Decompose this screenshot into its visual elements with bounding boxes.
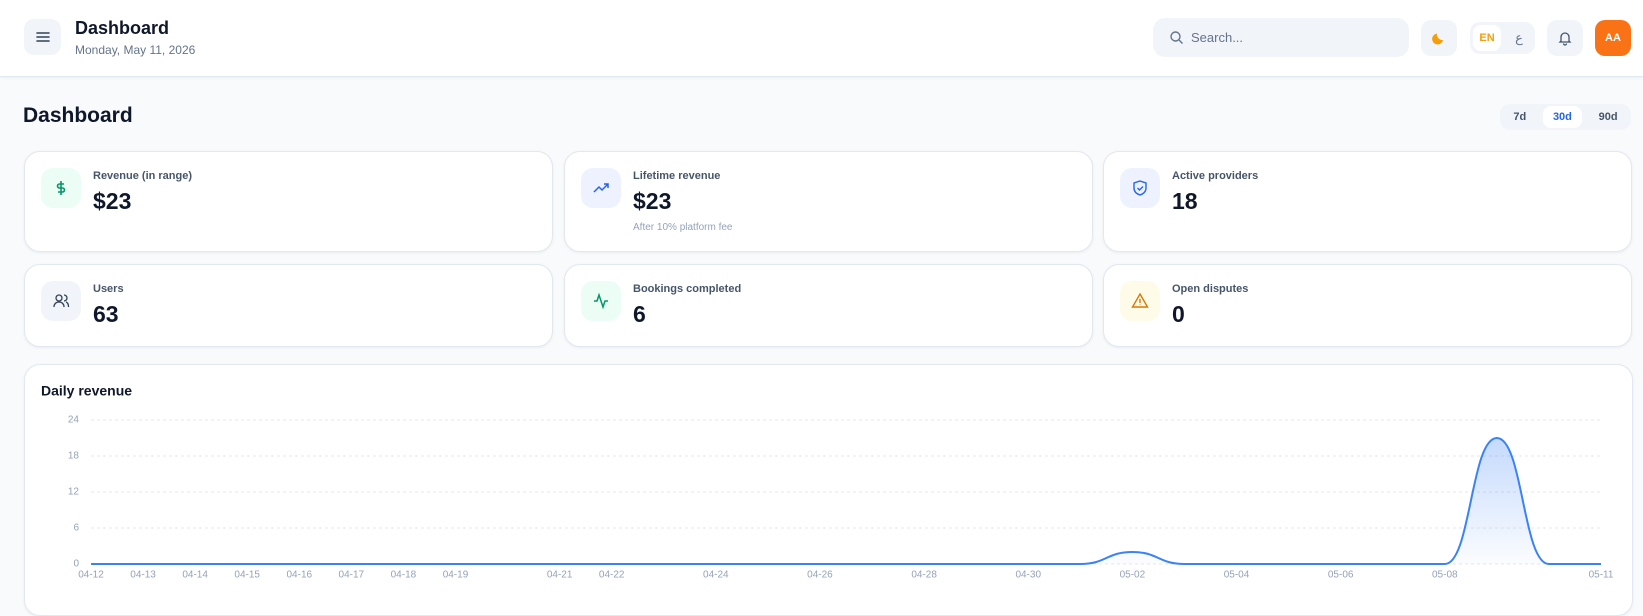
menu-icon [35,32,50,42]
stat-card: Users 63 [24,264,553,347]
menu-button[interactable] [24,19,61,55]
y-tick-label: 12 [68,487,80,498]
x-tick-label: 05-04 [1224,570,1250,581]
y-tick-label: 6 [73,523,79,534]
stat-card: Open disputes 0 [1103,264,1632,347]
x-tick-label: 04-24 [703,570,729,581]
stat-value: 63 [93,301,119,327]
y-tick-label: 0 [73,559,79,570]
search-icon [1170,31,1183,44]
x-tick-label: 05-06 [1328,570,1354,581]
stat-note: After 10% platform fee [633,222,733,233]
x-tick-label: 04-30 [1015,570,1041,581]
stat-icon [41,281,81,321]
bell-icon [1558,32,1572,46]
stat-icon [1120,281,1160,321]
language-toggle[interactable]: EN ع [1470,22,1535,54]
stat-label: Active providers [1172,170,1259,182]
x-tick-label: 04-12 [78,570,104,581]
moon-icon [1432,33,1443,45]
stat-icon [581,168,621,208]
search-box[interactable]: Search... [1153,18,1409,57]
stat-value: 6 [633,301,646,327]
x-tick-label: 04-17 [339,570,365,581]
range-selector: 7d 30d 90d [1500,104,1631,130]
chart-title: Daily revenue [41,383,132,399]
icon [1133,180,1147,196]
stat-label: Open disputes [1172,283,1249,295]
stat-card: Revenue (in range) $23 [24,151,553,252]
y-tick-label: 24 [68,415,80,426]
stat-label: Bookings completed [633,283,742,295]
stat-value: $23 [633,188,672,214]
stat-label: Users [93,283,124,295]
x-tick-label: 04-28 [911,570,937,581]
x-tick-label: 04-15 [234,570,260,581]
header-date: Monday, May 11, 2026 [75,43,196,57]
x-tick-label: 04-13 [130,570,156,581]
stat-icon [581,281,621,321]
stat-card: Active providers 18 [1103,151,1632,252]
x-tick-label: 05-08 [1432,570,1458,581]
range-option[interactable]: 90d [1598,111,1618,123]
stat-icon [1120,168,1160,208]
stat-value: 0 [1172,301,1185,327]
icon [1131,292,1149,308]
chart: Daily revenue 0 6 12 18 24 04-12 04-13 04-14 04-… [41,383,1614,581]
stat-label: Lifetime revenue [633,170,721,182]
x-tick-label: 04-16 [286,570,312,581]
range-option[interactable]: 30d [1542,106,1582,128]
stat-value: $23 [93,188,132,214]
range-option[interactable]: 7d [1513,111,1527,123]
area-fill [91,438,1601,564]
x-tick-label: 05-11 [1589,570,1614,581]
notifications-button[interactable] [1547,20,1583,56]
chart-card: Daily revenue 0 6 12 18 24 04-12 04-13 04-14 04-… [24,364,1633,616]
x-tick-label: 04-21 [547,570,573,581]
icon [594,292,608,310]
stat-card: Bookings completed 6 [564,264,1093,347]
x-tick-label: 04-26 [807,570,833,581]
x-tick-label: 04-14 [182,570,208,581]
icon [593,183,609,193]
stat-value: 18 [1172,188,1198,214]
top-bar: Dashboard Monday, May 11, 2026 Search...… [0,0,1643,77]
language-ar[interactable]: ع [1515,30,1523,45]
search-placeholder: Search... [1191,30,1244,45]
avatar[interactable]: AA [1595,20,1631,56]
stat-icon [41,168,81,208]
x-tick-label: 04-18 [391,570,417,581]
header-title: Dashboard [75,18,170,38]
stat-card: Lifetime revenue $23 After 10% platform fe… [564,151,1093,252]
y-tick-label: 18 [68,451,80,462]
x-tick-label: 04-19 [443,570,469,581]
x-tick-label: 05-02 [1120,570,1146,581]
language-en[interactable]: EN [1473,25,1501,51]
icon [56,181,66,195]
page-title: Dashboard [23,104,133,127]
stat-label: Revenue (in range) [93,170,193,182]
theme-toggle[interactable] [1421,20,1457,56]
line [91,436,1601,565]
icon [53,294,70,308]
x-tick-label: 04-22 [599,570,625,581]
